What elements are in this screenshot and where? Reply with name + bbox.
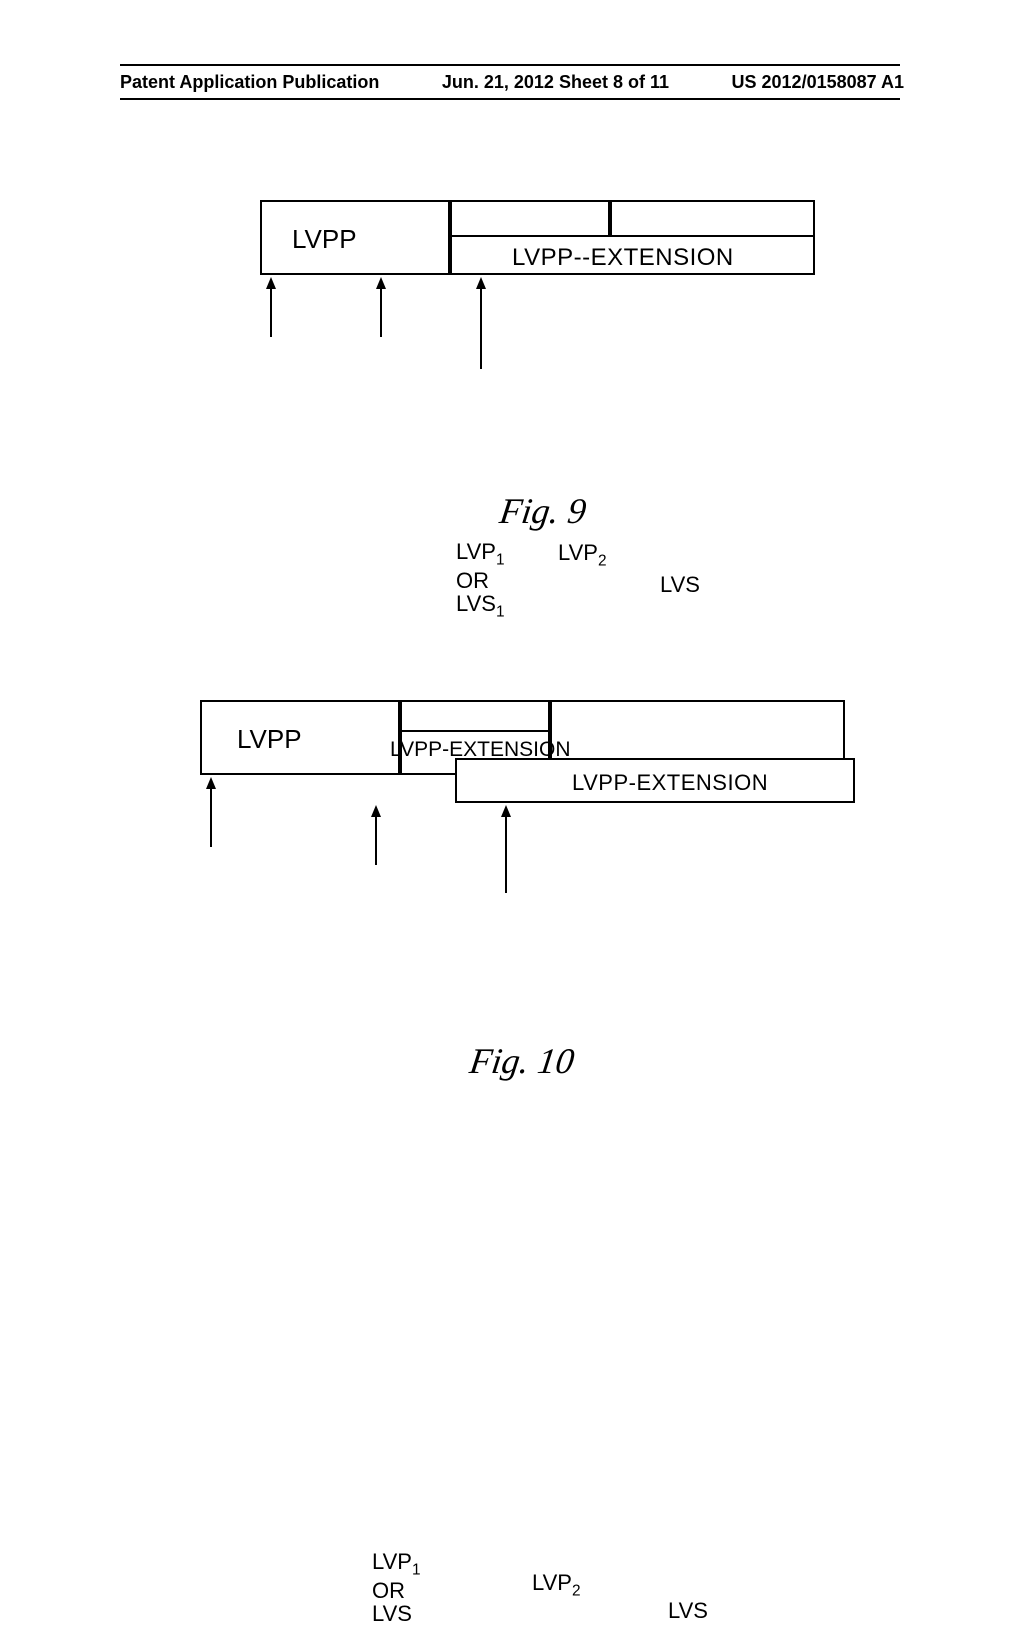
fig10-a1-sub1: 1 bbox=[412, 1561, 421, 1578]
fig10-a1-l3: LVS bbox=[372, 1601, 412, 1626]
figure-10: LVPP LVPP-EXTENSION LVPP-EXTENSION LVP1 … bbox=[180, 700, 880, 1030]
fig9-ext-label: LVPP--EXTENSION bbox=[512, 244, 734, 272]
fig9-a2-text: LVP bbox=[558, 540, 598, 565]
fig9-lvpp-label: LVPP bbox=[292, 224, 357, 255]
fig10-box-ext2: LVPP-EXTENSION bbox=[455, 758, 855, 803]
fig9-a1-sub3: 1 bbox=[496, 603, 505, 620]
fig9-a1-l1: LVP bbox=[456, 539, 496, 564]
fig9-a1-l2: OR bbox=[456, 568, 489, 593]
fig9-a1-l3: LVS bbox=[456, 591, 496, 616]
header-center: Jun. 21, 2012 Sheet 8 of 11 bbox=[442, 72, 669, 93]
fig10-ext2-label: LVPP-EXTENSION bbox=[572, 770, 768, 796]
fig9-box-lvpp: LVPP bbox=[260, 200, 450, 275]
header-left: Patent Application Publication bbox=[120, 72, 379, 93]
fig9-arrow-1-label: LVP1 OR LVS1 bbox=[456, 540, 505, 620]
header-right: US 2012/0158087 A1 bbox=[732, 72, 904, 93]
fig9-box-ext: LVPP--EXTENSION bbox=[450, 235, 815, 275]
figure-9: LVPP LVPP--EXTENSION LVP1 OR LVS1 LVP2 L… bbox=[200, 200, 840, 500]
fig9-a1-sub1: 1 bbox=[496, 551, 505, 568]
fig9-caption: Fig. 9 bbox=[497, 490, 589, 532]
fig9-arrow-3-label: LVS bbox=[660, 572, 700, 598]
fig10-arrow-2-label: LVP2 bbox=[532, 1570, 581, 1600]
fig10-a2-sub: 2 bbox=[572, 1582, 581, 1599]
fig10-a2-text: LVP bbox=[532, 1570, 572, 1595]
header-rule bbox=[120, 64, 900, 66]
fig10-box-lvpp: LVPP bbox=[200, 700, 400, 775]
fig10-arrow-3-label: LVS bbox=[668, 1598, 708, 1624]
fig10-a1-l1: LVP bbox=[372, 1549, 412, 1574]
header: Patent Application Publication Jun. 21, … bbox=[0, 72, 1024, 93]
fig10-lvpp-label: LVPP bbox=[237, 724, 302, 755]
fig9-a2-sub: 2 bbox=[598, 552, 607, 569]
fig10-a1-l2: OR bbox=[372, 1578, 405, 1603]
header-rule-2 bbox=[120, 98, 900, 100]
fig10-arrow-1-label: LVP1 OR LVS bbox=[372, 1550, 421, 1625]
fig10-caption: Fig. 10 bbox=[467, 1040, 577, 1082]
fig9-arrow-2-label: LVP2 bbox=[558, 540, 607, 570]
